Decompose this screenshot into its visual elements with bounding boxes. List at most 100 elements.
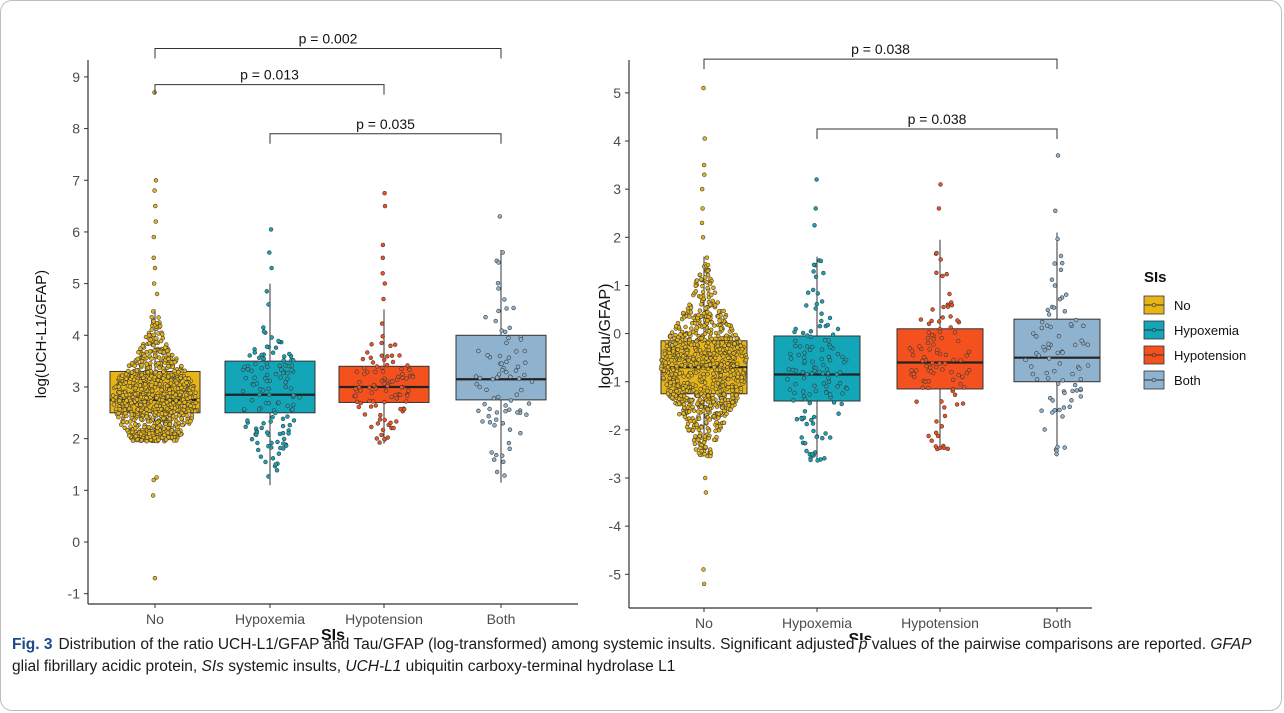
legend-swatch-point [1151, 377, 1157, 383]
y-tick-label: -5 [609, 566, 622, 582]
data-point [731, 355, 736, 360]
data-point [116, 384, 122, 389]
figure-label: Fig. 3 [12, 636, 53, 653]
data-point [684, 350, 690, 356]
data-point [254, 381, 259, 386]
data-point [837, 370, 843, 375]
data-point [786, 367, 791, 372]
data-point [143, 334, 149, 340]
data-point [369, 390, 374, 395]
data-point [259, 352, 264, 358]
data-point [1051, 305, 1057, 310]
data-point [673, 371, 678, 377]
data-point [382, 203, 388, 209]
data-point [802, 397, 808, 402]
data-point [138, 379, 143, 384]
data-point [477, 375, 483, 381]
data-point [490, 377, 495, 382]
legend-entry-label: Hypoxemia [1174, 323, 1240, 338]
data-point [696, 416, 702, 421]
data-point [697, 397, 703, 402]
data-point [835, 326, 841, 332]
data-point [276, 400, 281, 405]
data-point [1069, 398, 1074, 403]
data-point [1072, 382, 1078, 388]
data-point [942, 361, 948, 366]
data-point [514, 349, 519, 354]
data-point [277, 363, 282, 368]
data-point [711, 437, 717, 442]
x-axis-label: SIs [848, 631, 872, 640]
data-point [1073, 317, 1079, 323]
data-point [667, 350, 672, 356]
data-point [722, 343, 727, 348]
data-point [150, 493, 156, 498]
data-point [494, 417, 499, 422]
data-point [243, 375, 249, 381]
data-point [133, 391, 138, 397]
data-point [523, 360, 528, 365]
data-point [1061, 405, 1067, 410]
data-point [663, 360, 668, 365]
data-point [264, 372, 270, 378]
data-point [823, 390, 829, 395]
data-point [935, 347, 940, 353]
data-point [948, 314, 953, 319]
data-point [249, 368, 254, 373]
data-point [155, 429, 160, 434]
data-point [400, 371, 405, 377]
data-point [252, 350, 258, 355]
data-point [516, 376, 522, 381]
data-point [389, 394, 394, 400]
data-point [698, 386, 703, 392]
data-point [476, 408, 481, 413]
data-point [494, 410, 500, 415]
data-point [132, 417, 137, 422]
data-point [714, 367, 720, 373]
data-point [939, 335, 944, 341]
data-point [266, 386, 271, 391]
data-point [702, 434, 707, 439]
data-point [694, 361, 699, 366]
data-point [379, 353, 384, 358]
data-point [172, 368, 177, 374]
data-point [148, 337, 153, 342]
data-point [140, 344, 146, 349]
data-point [158, 323, 163, 329]
data-point [492, 423, 497, 428]
data-point [507, 325, 512, 330]
data-point [688, 310, 694, 315]
legend-title: SIs [1144, 269, 1167, 286]
data-point [283, 384, 288, 390]
data-point [700, 206, 705, 211]
data-point [385, 354, 390, 359]
data-point [176, 369, 181, 375]
data-point [954, 402, 960, 407]
data-point [504, 369, 509, 375]
data-point [925, 335, 931, 341]
data-point [793, 343, 798, 349]
data-point [404, 376, 409, 381]
data-point [945, 446, 950, 451]
data-point [139, 358, 145, 364]
x-tick-label: Hypotension [345, 611, 423, 627]
data-point [691, 438, 697, 443]
data-point [952, 330, 958, 335]
data-point [696, 312, 701, 318]
data-point [810, 287, 816, 293]
data-point [668, 380, 673, 385]
data-point [674, 389, 679, 394]
data-point [947, 291, 952, 297]
data-point [701, 85, 706, 91]
data-point [921, 355, 927, 360]
data-point [153, 353, 158, 358]
data-point [368, 355, 373, 360]
data-point [110, 397, 116, 402]
data-point [692, 441, 697, 446]
data-point [722, 408, 727, 414]
data-point [788, 351, 793, 357]
data-point [150, 388, 155, 393]
data-point [701, 375, 707, 380]
data-point [273, 462, 278, 467]
data-point [926, 433, 931, 439]
